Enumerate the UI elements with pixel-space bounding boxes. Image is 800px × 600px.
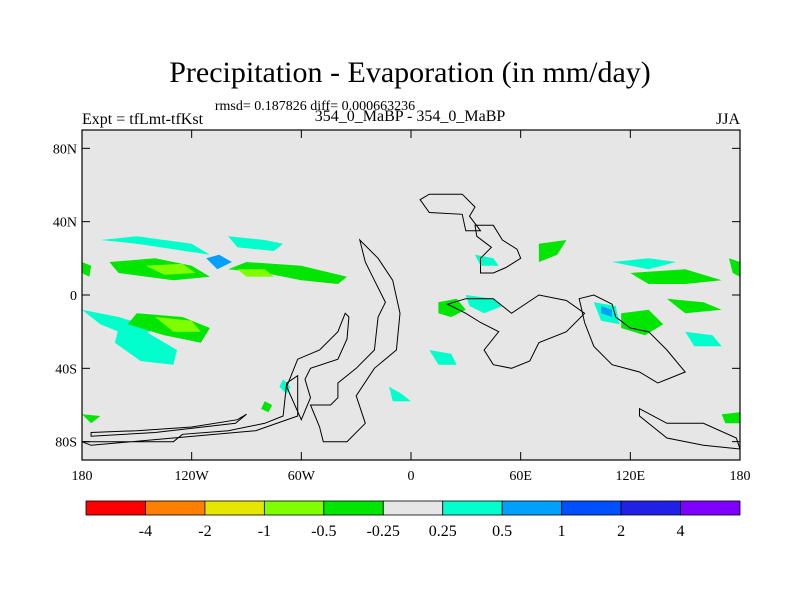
colorbar-swatch — [323, 500, 384, 516]
coastline — [578, 294, 687, 384]
colorbar-label: -2 — [198, 523, 211, 540]
shaded-region — [82, 262, 92, 277]
shaded-region — [685, 331, 722, 347]
colorbar-swatch — [561, 500, 622, 516]
colorbar-label: 4 — [677, 523, 685, 540]
shaded-region — [721, 412, 740, 424]
coastline — [446, 294, 586, 369]
shaded-regions — [82, 236, 740, 424]
colorbar-swatch — [442, 500, 503, 516]
coastline — [82, 374, 299, 446]
colorbar-label: -0.5 — [311, 523, 336, 540]
shaded-region — [538, 240, 567, 262]
shaded-region — [612, 258, 676, 270]
shaded-region — [621, 309, 664, 336]
chart-title: Precipitation - Evaporation (in mm/day) — [169, 56, 651, 89]
coastline — [286, 312, 350, 421]
shaded-region — [82, 414, 101, 424]
colorbar-label: 0.5 — [492, 523, 512, 540]
x-tick-label: 0 — [408, 469, 415, 484]
colorbar-swatch — [204, 500, 265, 516]
shaded-region — [601, 306, 613, 317]
shaded-region — [261, 401, 273, 413]
x-axis: 180 120W 60W 0 60E 120E 180 — [72, 130, 751, 484]
coastlines — [82, 193, 740, 450]
experiment-label: Expt = tfLmt-tfKst — [82, 111, 204, 128]
season-label: JJA — [716, 111, 740, 128]
x-tick-label: 120W — [175, 469, 210, 484]
y-tick-label: 40S — [55, 362, 77, 377]
colorbar-swatch — [145, 500, 206, 516]
period-label: 354_0_MaBP - 354_0_MaBP — [315, 108, 506, 125]
y-axis: 80N 40N 0 40S 80S — [53, 142, 740, 451]
plot-background — [82, 130, 740, 460]
coastline — [474, 224, 522, 274]
shaded-region — [228, 236, 284, 251]
shaded-region — [429, 350, 457, 365]
stats-label: rmsd= 0.187826 diff= 0.000663236 — [215, 99, 415, 114]
shaded-region — [438, 298, 466, 317]
colorbar-label: -4 — [139, 523, 152, 540]
y-tick-label: 0 — [70, 289, 77, 304]
colorbar-label: 1 — [558, 523, 566, 540]
y-tick-label: 80S — [55, 436, 77, 451]
shaded-region — [729, 258, 740, 277]
x-tick-label: 120E — [616, 469, 646, 484]
shaded-region — [206, 254, 232, 270]
x-tick-label: 180 — [72, 469, 93, 484]
y-tick-label: 40N — [53, 216, 77, 231]
y-tick-label: 80N — [53, 142, 77, 157]
shaded-region — [100, 236, 210, 255]
colorbar-swatch — [263, 500, 325, 516]
shaded-region — [114, 328, 177, 365]
shaded-region — [155, 317, 201, 332]
x-tick-label: 180 — [730, 469, 751, 484]
coastline — [639, 407, 740, 450]
colorbar-swatch — [680, 500, 741, 516]
colorbar-label: 0.25 — [429, 523, 457, 540]
coastline — [309, 238, 401, 443]
colorbar-swatch — [85, 500, 146, 516]
colorbar-label: -1 — [258, 523, 271, 540]
x-tick-label: 60E — [509, 469, 532, 484]
shaded-region — [146, 263, 196, 275]
shaded-region — [666, 298, 722, 314]
shaded-region — [228, 262, 347, 284]
shaded-region — [465, 295, 503, 314]
coastline — [419, 193, 482, 232]
colorbar-swatch — [382, 500, 444, 516]
shaded-region — [237, 269, 274, 277]
plot-area — [81, 129, 741, 461]
x-tick-label: 60W — [288, 469, 316, 484]
colorbar-swatch — [501, 500, 563, 516]
colorbar-label: 2 — [617, 523, 625, 540]
coastline — [90, 413, 247, 437]
shaded-region — [279, 379, 291, 394]
shaded-region — [630, 269, 722, 284]
colorbar-swatch — [620, 500, 681, 516]
colorbar: -4 -2 -1 -0.5 -0.25 0.25 0.5 1 2 4 — [85, 500, 741, 540]
shaded-region — [389, 386, 411, 402]
colorbar-label: -0.25 — [367, 523, 400, 540]
